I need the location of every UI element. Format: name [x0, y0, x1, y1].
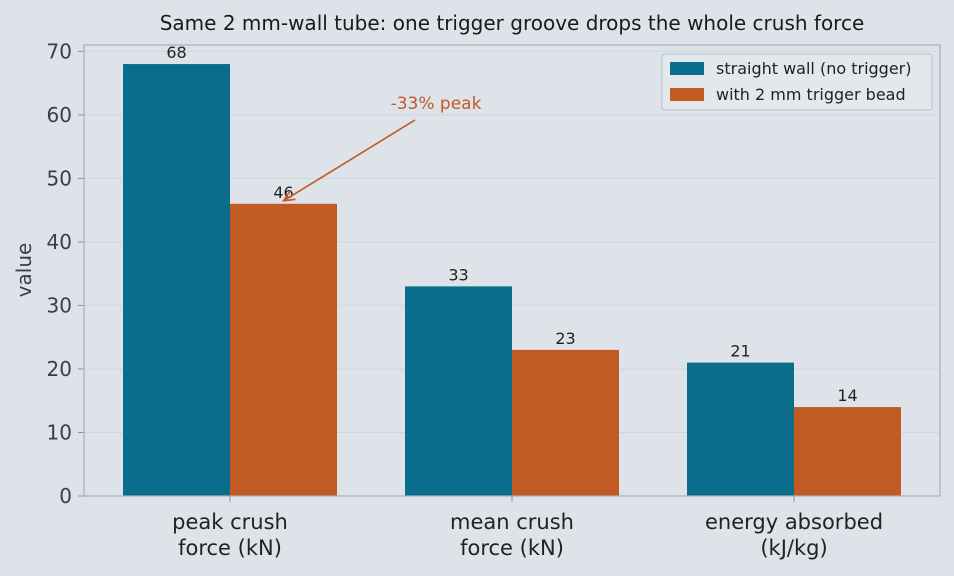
data-label: 68	[166, 43, 186, 62]
data-label: 46	[273, 183, 293, 202]
y-tick-label: 60	[47, 103, 72, 127]
x-tick-label: energy absorbed (kJ/kg)	[705, 510, 883, 560]
y-axis-label: value	[12, 243, 36, 298]
annotation-arrow-head	[281, 190, 296, 202]
y-tick-label: 40	[47, 230, 72, 254]
y-tick-label: 50	[47, 166, 72, 190]
data-labels: 68 33 21 46 23 14	[166, 43, 857, 405]
y-tick-label: 30	[47, 293, 72, 317]
legend: straight wall (no trigger) with 2 mm trig…	[661, 53, 933, 111]
x-tick-label: peak crush force (kN)	[172, 510, 288, 560]
bar	[230, 203, 337, 497]
chart-title: Same 2 mm-wall tube: one trigger groove …	[160, 11, 865, 35]
x-tick-label: mean crush force (kN)	[450, 510, 574, 560]
y-tick-label: 20	[47, 357, 72, 381]
annotation: -33% peak	[281, 94, 482, 202]
bar	[687, 362, 794, 496]
bars	[123, 64, 901, 497]
annotation-arrow-line	[283, 119, 416, 202]
bar	[512, 349, 619, 496]
legend-swatch	[670, 88, 704, 101]
bar	[794, 407, 901, 496]
bar	[405, 286, 512, 496]
y-tick-label: 0	[59, 484, 72, 508]
data-label: 33	[448, 265, 468, 284]
legend-label: straight wall (no trigger)	[716, 59, 912, 78]
legend-swatch	[670, 62, 704, 75]
y-tick-label: 70	[47, 39, 72, 63]
data-label: 23	[555, 329, 575, 348]
bar	[123, 64, 230, 496]
axes: 0 10 20 30 40 50 60 70 peak crush force (kN) mean …	[47, 39, 941, 560]
legend-box	[661, 53, 933, 111]
annotation-label: -33% peak	[391, 94, 482, 114]
data-label: 14	[837, 386, 857, 405]
data-label: 21	[730, 342, 750, 361]
legend-label: with 2 mm trigger bead	[716, 85, 906, 104]
y-tick-label: 10	[47, 420, 72, 444]
